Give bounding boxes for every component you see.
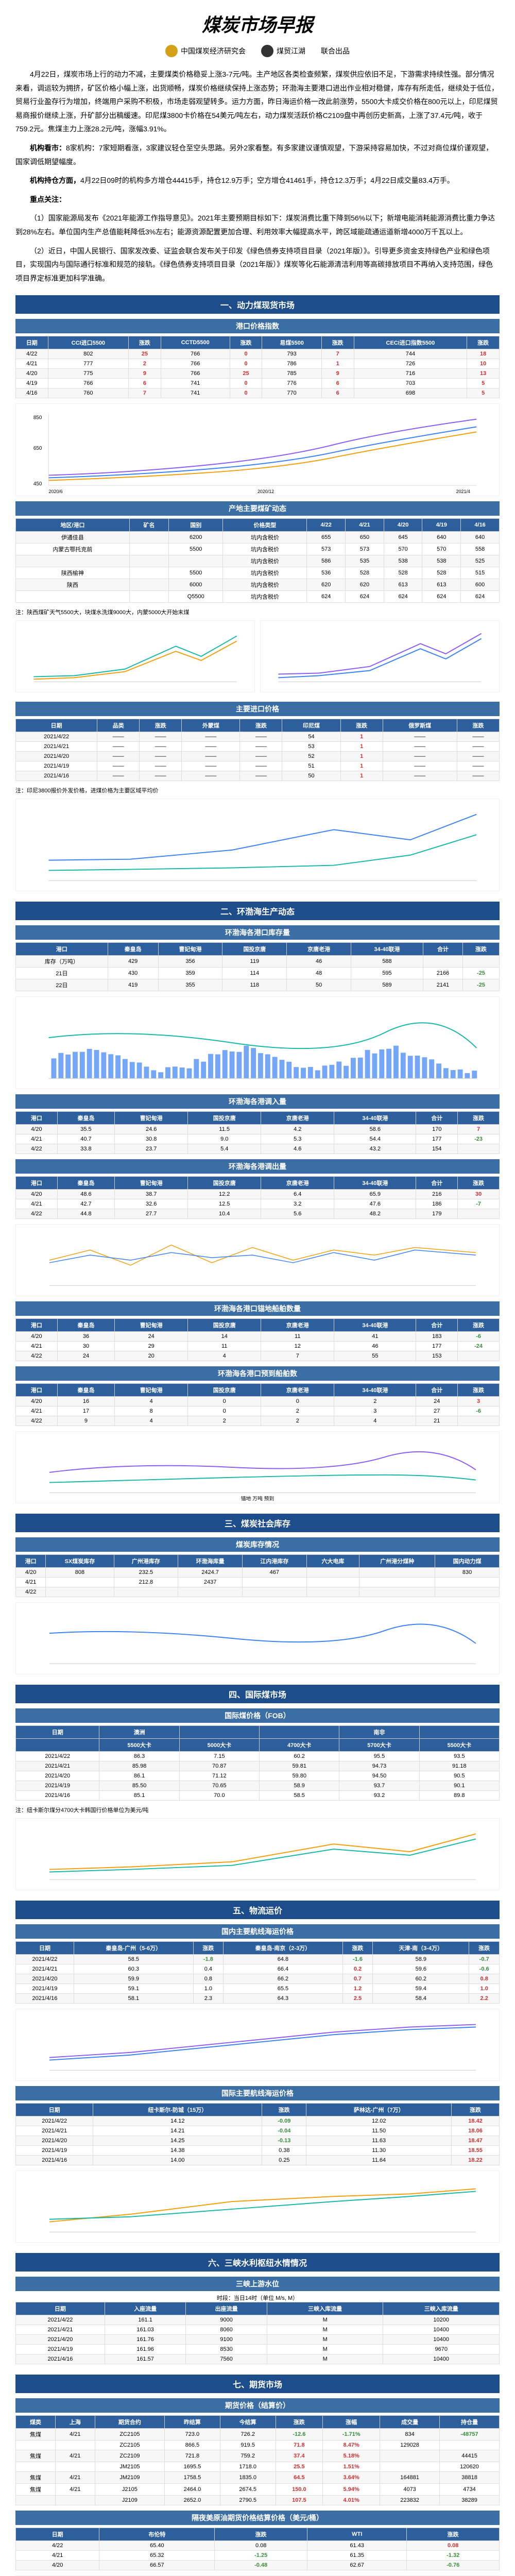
section-6-header: 六、三峡水利枢纽水情情况 [15,2253,500,2272]
chart-ship-dom [15,2009,500,2081]
logo-org1-text: 中国煤炭经济研究会 [181,46,246,56]
logo-org1: 中国煤炭经济研究会 [165,45,246,57]
section-3-header: 三、煤炭社会库存 [15,1514,500,1532]
mine-note: 注：陕西煤矿天气5500大，块煤水洗煤9000大，内蒙5000大开始末煤 [15,608,500,616]
sanxia-note: 时段：当日14时（单位 M/s, M） [15,2294,500,2302]
chart-social [15,1602,500,1674]
table-ship-intl: 日期纽卡斯尔-防城（15万）涨跌萨林达-广州（7万）涨跌2021/4/2214.… [15,2103,500,2165]
import-note: 注：印尼3800报价外发价格，进煤价格为主要区域平均价 [15,786,500,794]
sub-header-import: 主要进口价格 [15,702,500,716]
table-ship-dom: 日期秦皇岛-广州（5-6万）涨跌秦皇岛-南京（2-3万）涨跌天津-南（3-4万）… [15,1941,500,2004]
chart-import [15,799,500,891]
svg-text:锚地 万吨 预到: 锚地 万吨 预到 [241,1495,274,1502]
section-1-header: 一、动力煤现货市场 [15,295,500,314]
chart-stock [15,996,500,1089]
table-futures: 煤类上海期货合约昨结算今结算涨跌涨幅成交量持仓量焦煤4/21ZC2105723.… [15,2415,500,2505]
svg-text:2021/4: 2021/4 [456,489,470,494]
svg-text:850: 850 [33,415,42,421]
sub-header-social: 煤炭库存情况 [15,1537,500,1552]
svg-text:450: 450 [33,482,42,487]
sub-header-port-index: 港口价格指数 [15,319,500,333]
svg-text:2020/12: 2020/12 [258,489,274,494]
table-sanxia: 日期入座流量出座流量三峡入库流量三峡入库流量2021/4/22161.19000… [15,2302,500,2364]
chart-mine-2 [260,620,500,692]
sub-header-stock: 环渤海各港口库存量 [15,925,500,940]
sub-header-sanxia: 三峡上游水位 [15,2277,500,2291]
table-stock: 港口秦皇岛曹妃甸港国投京唐京唐老港34-40联港合计涨跌库存（万吨）429356… [15,942,500,991]
logo-suffix: 联合出品 [321,46,350,56]
table-in: 港口秦皇岛曹妃甸港国投京唐京唐老港34-40联港合计涨跌4/2035.524.6… [15,1111,500,1154]
sub-header-ship-intl: 国际主要航线海运价格 [15,2086,500,2100]
sub-header-anchor: 环渤海各港口锚地船舶数量 [15,1301,500,1316]
sub-header-intl: 国际煤价格（FOB） [15,1708,500,1723]
chart-in-out [15,1224,500,1296]
intl-note: 注：纽卡斯尔煤分4700大卡韩国行价格单位为美元/吨 [15,1806,500,1814]
table-arrive: 港口秦皇岛曹妃甸港国投京唐京唐老港34-40联港合计涨跌4/2016400224… [15,1383,500,1426]
sub-header-in: 环渤海各港调入量 [15,1094,500,1109]
table-oil: 日期布伦特涨跌WTI涨跌4/2265.400.0861.430.084/2165… [15,2528,500,2570]
zhongdian-item-1: （1）国家能源局发布《2021年能源工作指导意见》。2021年主要预期目标如下：… [15,211,500,239]
sub-header-oil: 隔夜美原油期货价格结算价格（美元/桶） [15,2511,500,2525]
svg-text:650: 650 [33,446,42,451]
intro-paragraph: 4月22日，煤炭市场上行的动力不减，主要煤类价格稳妥上涨3-7元/吨。主产地区各… [15,67,500,136]
chart-ships: 锚地 万吨 预到 [15,1431,500,1503]
page-title: 煤炭市场早报 [15,10,500,37]
table-intl: 日期澳洲南非5500大卡5000大卡4700大卡5700大卡5500大卡2021… [15,1725,500,1801]
section-7-header: 七、期货市场 [15,2375,500,2393]
section-2-header: 二、环渤海生产动态 [15,902,500,920]
chart-intl [15,1818,500,1890]
table-mine: 地区/港口矿名国别价格类型4/224/214/204/194/16伊通佳县620… [15,518,500,603]
section-4-header: 四、国际煤市场 [15,1685,500,1703]
svg-text:2020/6: 2020/6 [49,489,63,494]
chart-mine-1 [15,620,255,692]
logo-org2-text: 煤贸江湖 [277,46,305,56]
sub-header-arrive: 环渤海各港口预到船舶数 [15,1366,500,1381]
chicang-section: 机构持仓方面，4月22日09时的机构多方增仓44415手，持仓12.9万手；空方… [15,174,500,188]
zhongdian-item-2: （2）近日，中国人民银行、国家发改委、证监会联合发布关于印发《绿色债券支持项目目… [15,244,500,285]
table-import: 日期品类涨跌外蒙煤涨跌印尼煤涨跌俄罗斯煤涨跌2021/4/22————————5… [15,719,500,781]
logo-bar: 中国煤炭经济研究会 煤贸江湖 联合出品 [15,45,500,57]
table-anchor: 港口秦皇岛曹妃甸港国投京唐京唐老港34-40联港合计涨跌4/2036241411… [15,1318,500,1361]
sub-header-mine: 产地主要煤矿动态 [15,501,500,516]
chart-port-index: 850 650 450 2020/6 2020/12 2021/4 [15,403,500,496]
sub-header-ship-dom: 国内主要航线海运价格 [15,1924,500,1939]
section-5-header: 五、物流运价 [15,1901,500,1919]
sub-header-futures: 期货价格（结算价） [15,2398,500,2413]
table-social: 港口SX煤炭库存广州港库存环渤海库量江内港库存六大电库广州港分煤种国内动力煤4/… [15,1554,500,1597]
table-port-index: 日期CCI进口5500涨跌CCTD5500涨跌易煤5500涨跌CECI进口指数5… [15,336,500,398]
chart-ship-intl [15,2171,500,2243]
logo-org2: 煤贸江湖 [261,45,305,57]
jigou-section: 机构看市：8家机构：7家短期看涨，3家建议轻仓至空头思路。另外2家看整。有多家建… [15,141,500,168]
zhongdian-header: 重点关注： [15,193,500,207]
sub-header-out: 环渤海各港调出量 [15,1159,500,1174]
table-out: 港口秦皇岛曹妃甸港国投京唐京唐老港34-40联港合计涨跌4/2048.638.7… [15,1176,500,1219]
